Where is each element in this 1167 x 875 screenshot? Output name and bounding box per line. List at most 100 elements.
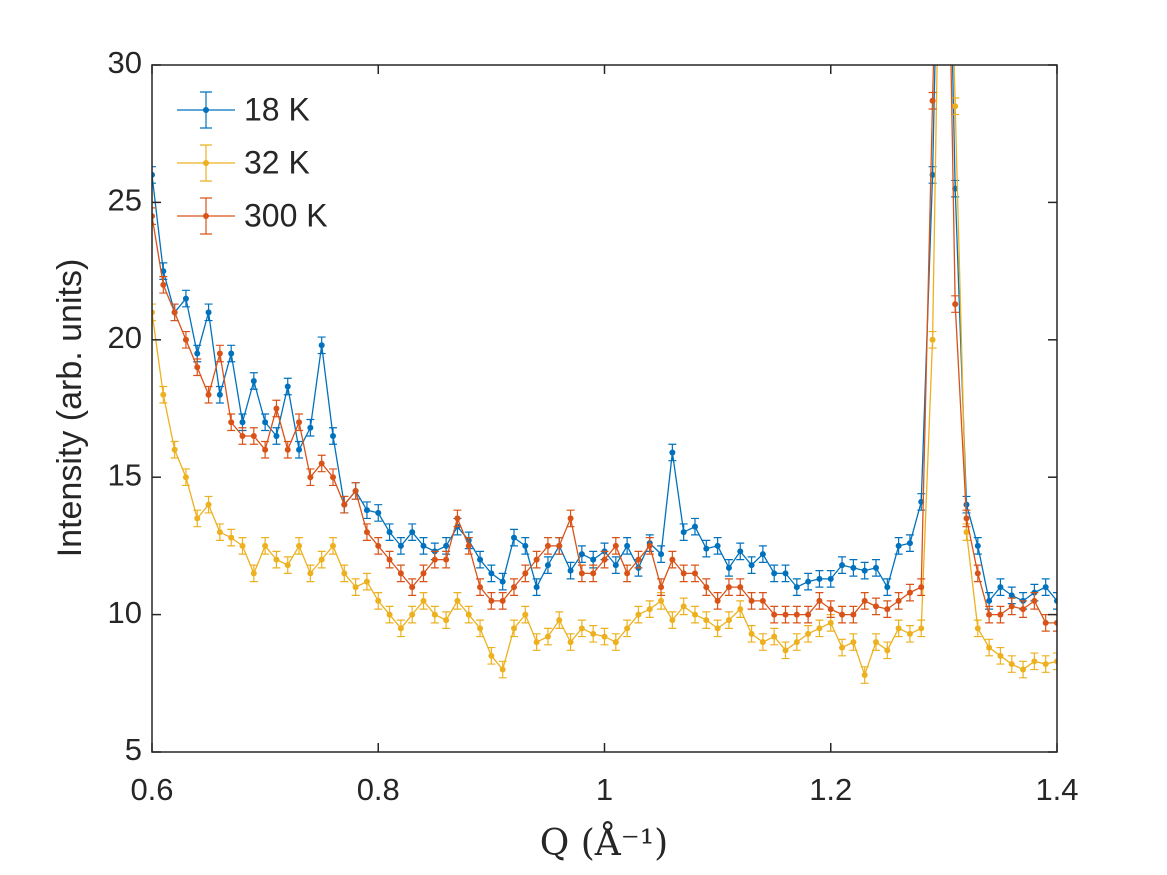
data-point xyxy=(884,606,891,613)
data-point xyxy=(194,515,201,522)
data-point xyxy=(488,570,495,577)
data-point xyxy=(488,652,495,659)
data-point xyxy=(658,584,665,591)
data-point xyxy=(997,611,1004,618)
data-point xyxy=(239,542,246,549)
data-point xyxy=(703,545,710,552)
y-axis-label: Intensity (arb. units) xyxy=(51,259,89,558)
data-point xyxy=(986,644,993,651)
data-point xyxy=(612,542,619,549)
data-point xyxy=(307,424,314,431)
data-point xyxy=(624,542,631,549)
data-point xyxy=(420,597,427,604)
data-point xyxy=(692,611,698,618)
data-point xyxy=(477,625,484,632)
data-point xyxy=(861,672,868,679)
data-point xyxy=(533,639,540,646)
data-point xyxy=(182,474,189,481)
axes: 0.6 0.8 1 1.2 1.4 5 10 15 20 25 30 xyxy=(108,45,1079,807)
x-tick-label: 1.2 xyxy=(809,772,852,807)
data-point xyxy=(160,391,167,398)
data-point xyxy=(454,515,461,522)
x-axis-label: Q (Å⁻¹) xyxy=(540,822,668,864)
y-tick-label: 20 xyxy=(108,320,142,355)
data-point xyxy=(205,501,212,508)
data-point xyxy=(465,611,472,618)
data-point xyxy=(737,584,744,591)
data-point xyxy=(646,606,653,613)
data-point xyxy=(703,617,710,624)
data-point xyxy=(986,611,993,618)
y-tick-label: 5 xyxy=(125,732,142,767)
data-point xyxy=(409,529,416,536)
data-point xyxy=(748,562,755,569)
plot-area xyxy=(152,65,1057,684)
data-point xyxy=(839,562,846,569)
data-point xyxy=(375,509,382,516)
error-bar xyxy=(1053,592,1057,610)
data-point xyxy=(522,542,529,549)
data-point xyxy=(511,625,517,632)
data-point xyxy=(284,562,291,569)
data-point xyxy=(250,378,257,385)
data-point xyxy=(307,474,314,481)
data-point xyxy=(363,529,370,536)
data-point xyxy=(409,611,416,618)
data-point xyxy=(737,606,744,613)
data-point xyxy=(273,432,280,439)
data-point xyxy=(590,556,597,563)
data-point xyxy=(544,542,551,549)
data-point xyxy=(669,617,676,624)
data-point xyxy=(873,603,879,610)
data-point xyxy=(465,542,472,549)
data-point xyxy=(771,570,778,577)
data-point xyxy=(963,501,970,508)
data-point xyxy=(522,570,529,577)
data-point xyxy=(262,419,269,426)
data-point xyxy=(782,647,789,654)
data-point xyxy=(341,501,348,508)
data-point xyxy=(952,301,959,308)
data-point xyxy=(488,597,495,604)
data-point xyxy=(816,625,823,632)
data-point xyxy=(386,556,393,563)
data-point xyxy=(228,350,235,357)
data-point xyxy=(714,597,721,604)
data-point xyxy=(601,556,608,563)
data-point xyxy=(330,474,336,481)
x-tick-label: 0.8 xyxy=(357,772,400,807)
data-point xyxy=(850,639,857,646)
data-point xyxy=(782,570,789,577)
data-point xyxy=(646,542,653,549)
data-point xyxy=(499,597,506,604)
y-tick-label: 15 xyxy=(108,457,142,492)
data-point xyxy=(759,551,766,558)
legend-marker xyxy=(203,213,209,219)
data-point xyxy=(363,578,370,585)
data-point xyxy=(895,597,902,604)
data-point xyxy=(375,542,382,549)
data-point xyxy=(1042,661,1049,668)
data-point xyxy=(680,570,687,577)
data-point xyxy=(363,507,370,514)
x-tick-label: 1.4 xyxy=(1035,772,1078,807)
data-point xyxy=(1020,666,1027,673)
data-point xyxy=(624,570,631,577)
data-point xyxy=(737,548,744,555)
data-point xyxy=(556,542,563,549)
data-point xyxy=(386,529,393,536)
data-point xyxy=(262,446,269,453)
data-point xyxy=(431,556,438,563)
data-point xyxy=(601,633,608,640)
data-point xyxy=(816,575,823,582)
data-point xyxy=(793,584,800,591)
data-point xyxy=(635,611,642,618)
data-point xyxy=(725,564,732,571)
data-point xyxy=(906,540,913,547)
data-point xyxy=(759,639,766,646)
data-point xyxy=(1042,619,1049,626)
data-point xyxy=(556,617,563,624)
data-point xyxy=(194,364,201,371)
data-point xyxy=(952,103,959,110)
data-point xyxy=(850,564,857,571)
